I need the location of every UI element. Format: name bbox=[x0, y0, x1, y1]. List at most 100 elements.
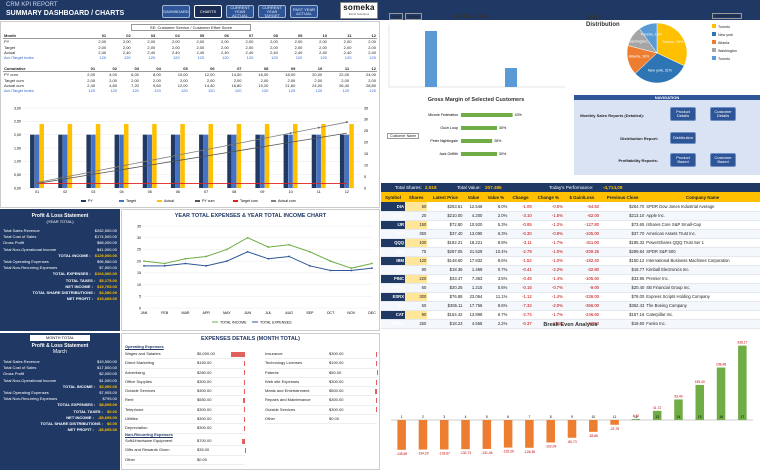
py-bar bbox=[339, 134, 345, 188]
expense-row: Insurance $300.00 bbox=[265, 350, 377, 360]
kpi-cell: 2,00 bbox=[245, 44, 254, 50]
actual-bar bbox=[264, 124, 270, 188]
kpi-row: PY 2,00 2,00 2,00 2,00 2,00 2,00 2,00 2,00 2,00 2,… bbox=[3, 39, 377, 45]
year-filter[interactable]: Year bbox=[389, 13, 404, 20]
breakeven-label: -53,86 bbox=[589, 434, 599, 438]
product-based-button[interactable]: Product Based bbox=[670, 153, 696, 167]
customer-based-button[interactable]: Customer Based bbox=[710, 153, 736, 167]
stock-cell: $76.88 bbox=[427, 292, 464, 302]
kpi-cell: 2,40 bbox=[221, 49, 229, 55]
total-expenses-line bbox=[144, 251, 373, 272]
nav-dashboard-button[interactable]: DASHBOARD bbox=[162, 5, 190, 18]
pie-label: New york, 31% bbox=[648, 68, 673, 72]
expense-point bbox=[288, 255, 290, 258]
pl-label: NET PROFIT : bbox=[67, 427, 94, 433]
distribution-button[interactable]: Distribution bbox=[670, 132, 696, 144]
kpi-cell: 120 bbox=[295, 55, 303, 61]
pl-label: Gross Profit bbox=[3, 240, 25, 246]
expense-value: $150.00 bbox=[197, 360, 212, 366]
pie-legend-item: Washington bbox=[712, 47, 737, 55]
expense-row: Outside Services $300.00 bbox=[125, 387, 245, 397]
stock-col-header: Change bbox=[508, 192, 533, 202]
nav-charts-button[interactable]: CHARTS bbox=[194, 5, 222, 18]
kpi-cell: 2,40 bbox=[368, 49, 376, 55]
customer-details-button[interactable]: Customer Details bbox=[710, 107, 736, 121]
pl-row: NET PROFIT : -$5,695.00 bbox=[0, 427, 120, 433]
actual-cum-point bbox=[289, 132, 292, 135]
target-bar bbox=[203, 134, 209, 188]
year-x-tick: MAY bbox=[223, 311, 231, 315]
kpi-right-tick: 20 bbox=[364, 141, 368, 145]
year-x-tick: FEB bbox=[161, 311, 169, 315]
nav-current-target-button[interactable]: CURRENT YEAR TARGET bbox=[258, 5, 286, 18]
kpi-cell: 2,00 bbox=[294, 39, 303, 45]
pl-value: $96,560.00 bbox=[96, 258, 117, 264]
kpi-legend-label: Actual cum bbox=[278, 199, 296, 203]
pl-value: $1,000.00 bbox=[99, 377, 117, 383]
stock-col-header: Change % bbox=[532, 192, 564, 202]
stock-cell: IBM bbox=[381, 256, 405, 266]
breakeven-x-tick: 11 bbox=[613, 415, 617, 419]
year-x-tick: JUN bbox=[244, 311, 251, 315]
stock-panel: Total Shares: 2.518 Total Value: 207.495… bbox=[381, 183, 760, 329]
actual-cum-point bbox=[317, 126, 320, 129]
kpi-cell: 120 bbox=[369, 55, 376, 61]
kpi-x-tick: 10 bbox=[289, 190, 293, 194]
kpi-cell: 2,00 bbox=[171, 44, 180, 50]
breakeven-bar bbox=[397, 420, 406, 450]
kpi-x-tick: 12 bbox=[345, 190, 349, 194]
kpi-cell: 120 bbox=[154, 88, 161, 94]
kpi-right-tick: 35 bbox=[364, 106, 368, 110]
pl-label: NET INCOME : bbox=[65, 283, 93, 289]
expense-label: Outside Services bbox=[125, 388, 156, 394]
product-details-button[interactable]: Product Details bbox=[670, 107, 696, 121]
expense-row: Office Supplies $300.00 bbox=[125, 378, 245, 388]
breakeven-x-tick: 16 bbox=[719, 415, 723, 419]
breakeven-label: -126,38 bbox=[524, 450, 535, 454]
gm-value: 30% bbox=[499, 126, 507, 130]
pl-row: Total Non-Operational Income $1,000.00 bbox=[0, 378, 120, 384]
py-bar bbox=[311, 134, 317, 188]
monthly-sales-bar-2 bbox=[505, 68, 517, 87]
kpi-selector[interactable]: SE: Customer Service / Customer Effort S… bbox=[131, 24, 251, 31]
nav-current-actual-button[interactable]: CURRENT YEAR ACTUAL bbox=[226, 5, 254, 18]
expense-row: Wages and Salaries $5,000.00 bbox=[125, 350, 245, 360]
kpi-row: Act./Target index 120 120 120 120 120 120 120 12… bbox=[3, 55, 377, 60]
stock-row: IJR 150 $72.80 10.920 5.3% -0.85 -1.2% -127.80 $… bbox=[381, 220, 760, 230]
nav-past-actual-button[interactable]: PAST YEAR ACTUAL bbox=[290, 5, 318, 18]
breakeven-label: -132,73 bbox=[460, 451, 471, 455]
gm-bar bbox=[461, 113, 513, 117]
kpi-cell: 21,60 bbox=[285, 82, 296, 88]
customer-area-selector[interactable]: Customer Area bbox=[712, 13, 742, 19]
total-income-line bbox=[143, 237, 373, 269]
kpi-cell: 22,00 bbox=[339, 72, 350, 78]
month-header: 12 bbox=[350, 66, 377, 73]
stock-cell: -0.30 bbox=[508, 229, 533, 239]
month-header: 11 bbox=[323, 66, 351, 73]
expense-value: $300.00 bbox=[329, 406, 344, 412]
stock-cell: 8.8% bbox=[483, 238, 509, 248]
kpi-cell: 10,00 bbox=[177, 72, 188, 78]
kpi-right-tick: 30 bbox=[364, 118, 368, 122]
stock-cell: $157.16 bbox=[599, 310, 646, 320]
actual-cum-point bbox=[233, 143, 236, 146]
stock-row: AAPL 20 $210.00 4.200 2.0% -3.10 -1.5% -62.00 $2… bbox=[381, 211, 760, 221]
expense-value: $300.00 bbox=[329, 351, 344, 356]
pl-row: TOTAL TAXES : $5,175.00 bbox=[0, 278, 120, 284]
actual-cum-point bbox=[176, 154, 179, 157]
stock-row: SPY 75 $287.05 21.529 10.4% -2.79 -1.0% -209.25… bbox=[381, 247, 760, 257]
stock-cell: $37.70 bbox=[599, 229, 646, 239]
pl-month-selector[interactable]: MONTH TOTAL bbox=[30, 335, 90, 341]
stock-cell: -1.4% bbox=[532, 292, 564, 302]
stock-cell: $185.32 bbox=[599, 238, 646, 248]
customer-name-selector[interactable]: Customer Name bbox=[387, 133, 420, 139]
expense-value: $500.00 bbox=[329, 388, 344, 394]
kpi-cell: 7,20 bbox=[131, 82, 139, 88]
pl-label: NET PROFIT : bbox=[66, 296, 93, 302]
kpi-cell: 19,20 bbox=[258, 82, 269, 88]
stock-cell: $362.43 bbox=[599, 301, 646, 311]
stock-cell: $289.84 bbox=[599, 247, 646, 257]
airline-filter[interactable]: Airline bbox=[405, 13, 423, 20]
stock-cell: 0.7% bbox=[483, 265, 509, 275]
py-bar bbox=[58, 134, 63, 188]
